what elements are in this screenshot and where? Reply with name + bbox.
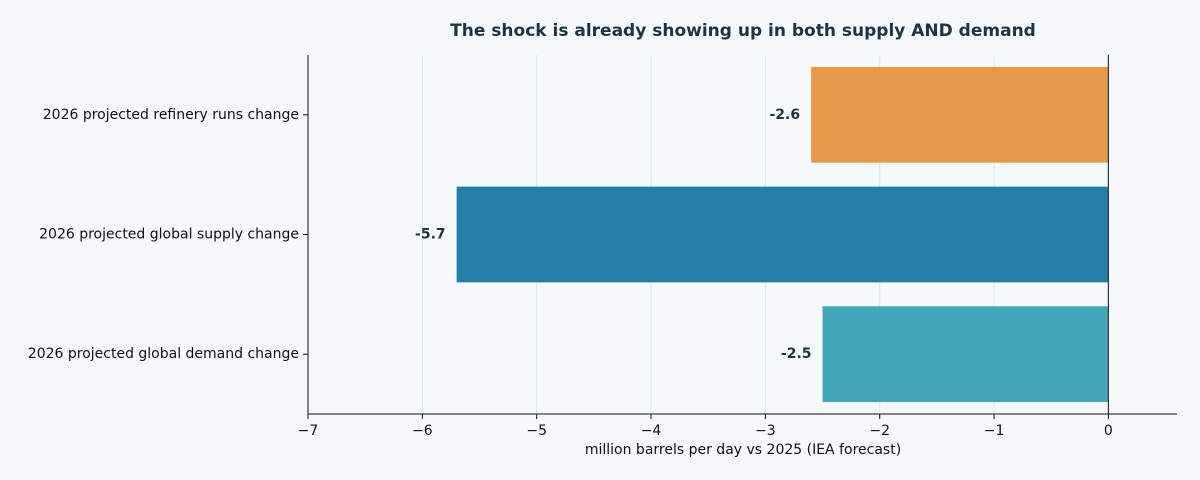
- category-label: 2026 projected global supply change: [39, 227, 299, 243]
- x-axis-label: million barrels per day vs 2025 (IEA for…: [585, 442, 901, 458]
- axes: [303, 55, 1177, 419]
- x-tick-label: −7: [298, 423, 319, 439]
- x-tick-label: −4: [641, 423, 662, 439]
- x-tick-label: −1: [984, 423, 1005, 439]
- chart-title: The shock is already showing up in both …: [450, 21, 1036, 41]
- bars: [456, 66, 1109, 403]
- bar: [811, 66, 1109, 163]
- bar: [822, 306, 1109, 403]
- x-tick-label: −2: [869, 423, 890, 439]
- data-label: -2.6: [769, 107, 800, 123]
- category-label: 2026 projected refinery runs change: [43, 107, 299, 123]
- x-tick-label: −5: [526, 423, 547, 439]
- data-label: -2.5: [781, 346, 812, 362]
- x-tick-label: −3: [755, 423, 776, 439]
- labels: -2.6 -5.7 -2.5 −7 −6 −5 −4 −3 −2 −1 0 2026 projecte…: [28, 107, 1113, 439]
- data-label: -5.7: [415, 227, 446, 243]
- bar: [456, 186, 1109, 283]
- x-tick-label: −6: [412, 423, 433, 439]
- category-label: 2026 projected global demand change: [28, 346, 299, 362]
- x-tick-label: 0: [1104, 423, 1113, 439]
